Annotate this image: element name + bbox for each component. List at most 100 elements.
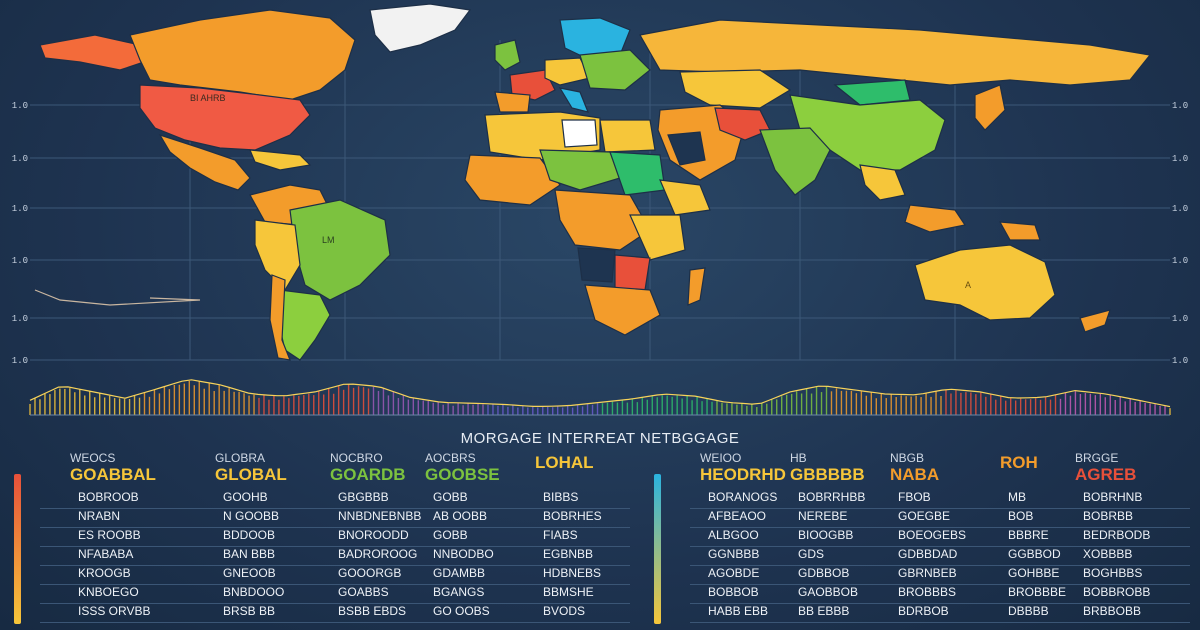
country-libya [561,119,598,148]
table-cell: BOBRBB [1083,509,1134,523]
country-iran [714,107,771,141]
country-central-africa [554,189,651,251]
table-cell: BDRBOB [898,604,949,618]
column-header-subtitle: WEIOO [700,451,742,465]
table-cell: BVODS [543,604,586,618]
column-header: ROH [1000,452,1038,471]
table-cell: GGBBOD [1008,547,1061,561]
table-cell: BRSB BB [223,604,276,618]
axis-tick-label: 1.0 [12,101,28,111]
axis-tick-label: 1.0 [12,256,28,266]
table-cell: BBMSHE [543,585,594,599]
wave-band [29,379,1171,416]
table-cell: HDBNEBS [543,566,602,580]
country-eastern-europe [579,49,651,91]
column-header-subtitle: GLOBRA [215,451,266,465]
axis-tick-label: 1.0 [12,356,28,366]
country-alaska [39,34,151,71]
table-cell: BORANOGS [708,490,778,504]
table-cell: ES ROOBB [78,528,141,542]
table-cell: GBGBBB [338,490,389,504]
table-row: KNBOEGO BNBDOOO GOABBS BGANGS BBMSHE [40,581,630,604]
table-row: ISSS ORVBB BRSB BB BSBB EBDS GO OOBS BVODS [40,600,630,623]
table-cell: BNOROODD [338,528,409,542]
axis-tick-label: 1.0 [1172,101,1188,111]
column-header-subtitle: HB [790,451,807,465]
country-angola [577,247,616,283]
table-title: MORGAGE INTERREAT NETBGGAGE [460,430,740,447]
table-cell: GDAMBB [433,566,486,580]
table-row: KROOGB GNEOOB GOOORGB GDAMBB HDBNEBS [40,562,630,585]
column-header: NOCBRO GOARDB [330,452,406,483]
country-madagascar [687,267,706,306]
column-header: WEOCS GOABBAL [70,452,156,483]
table-cell: NRABN [78,509,121,523]
table-cell: ALBGOO [708,528,759,542]
table-cell: GDBBDAD [898,547,958,561]
table-row: ALBGOO BIOOGBB BOEOGEBS BBBRE BEDRBODB [690,524,1190,547]
table-cell: N GOOBB [223,509,280,523]
column-header-title: NABA [890,465,940,484]
country-papua [998,221,1041,241]
column-header-subtitle: WEOCS [70,451,116,465]
country-mongolia [833,79,911,106]
table-cell: EGBNBB [543,547,594,561]
map-region-label: LM [322,235,335,245]
right-table-header: WEIOO HEODRHD HB GBBBBB NBGB NABA ROH BRGGE AGRE… [690,452,1190,496]
table-cell: BOBBOB [708,585,759,599]
axis-tick-label: 1.0 [1172,314,1188,324]
table-cell: NEREBE [798,509,848,523]
table-cell: XOBBBB [1083,547,1133,561]
axis-tick-label: 1.0 [12,204,28,214]
axis-tick-label: 1.0 [1172,154,1188,164]
right-axis-ticks: 1.0 1.0 1.0 1.0 1.0 1.0 [1172,101,1188,366]
country-mexico [158,133,251,191]
country-uk [494,39,521,71]
column-header: AOCBRS GOOBSE [425,452,500,483]
table-cell: GGNBBB [708,547,760,561]
country-ethiopia [659,179,711,216]
column-header-subtitle: NOCBRO [330,451,383,465]
table-cell: BOBRHES [543,509,602,523]
column-header-title: GBBBBB [790,465,865,484]
column-header: GLOBRA GLOBAL [215,452,287,483]
table-cell: BEDRBODB [1083,528,1151,542]
column-header-title: ROH [1000,453,1038,472]
column-header-title: GOABBAL [70,465,156,484]
left-accent-bar [14,474,21,624]
table-cell: BB EBBB [798,604,850,618]
wave-envelope [29,379,1171,408]
table-cell: BROBBBE [1008,585,1067,599]
map-region-label: A [965,280,971,290]
country-southeast-asia [859,164,906,201]
table-cell: NFABABA [78,547,134,561]
country-spain [494,91,531,113]
axis-tick-label: 1.0 [1172,204,1188,214]
table-cell: NNBODBO [433,547,494,561]
table-cell: BADROROOG [338,547,418,561]
table-cell: AB OOBB [433,509,488,523]
axis-tick-label: 1.0 [12,314,28,324]
table-cell: GBRNBEB [898,566,957,580]
country-southern-africa [584,284,661,336]
column-header-title: HEODRHD [700,465,786,484]
country-sudan [609,151,666,196]
right-table: WEIOO HEODRHD HB GBBBBB NBGB NABA ROH BRGGE AGRE… [654,452,1190,630]
table-cell: BAN BBB [223,547,276,561]
column-header: BRGGE AGREB [1075,452,1136,483]
table-cell: GOEGBE [898,509,951,523]
table-row: BOBBOB GAOBBOB BROBBBS BROBBBE BOBBROBB [690,581,1190,604]
country-brazil [289,199,391,301]
country-chile [269,274,291,361]
table-row: BOBROOB GOOHB GBGBBB GOBB BIBBS [40,486,630,509]
table-cell: BOBROOB [78,490,139,504]
left-table-header: WEOCS GOABBAL GLOBRA GLOBAL NOCBRO GOARDB AOCB… [40,452,630,496]
table-cell: BBBRE [1008,528,1049,542]
country-france [509,69,556,101]
country-kazakhstan [679,69,792,109]
table-cell: DBBBB [1008,604,1049,618]
country-italy [558,87,589,113]
table-cell: BDDOOB [223,528,276,542]
axis-tick-label: 1.0 [1172,356,1188,366]
table-cell: GOBB [433,528,468,542]
